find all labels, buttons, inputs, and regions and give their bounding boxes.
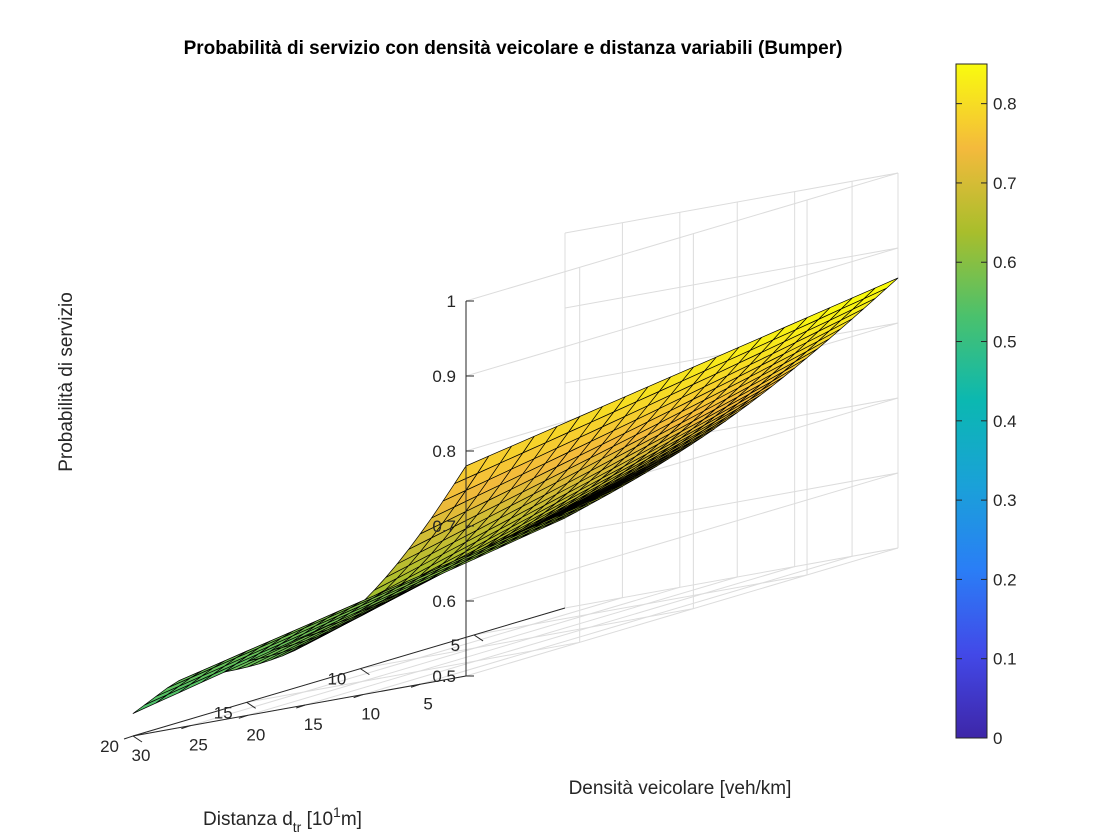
colorbar-tick-label: 0.3 — [993, 491, 1017, 510]
z-tick-label: 0.5 — [432, 667, 456, 686]
grid-line — [465, 547, 899, 677]
axes-back-panes — [132, 172, 899, 737]
colorbar-tick-label: 0.7 — [993, 174, 1017, 193]
chart-title: Probabilità di servizio con densità veic… — [184, 38, 843, 59]
x-tick-label: 5 — [423, 694, 432, 713]
grid-line — [473, 574, 808, 636]
y-tick — [360, 668, 370, 676]
z-tick-label: 0.9 — [432, 367, 456, 386]
grid-line — [419, 555, 853, 685]
grid-line — [465, 472, 899, 602]
colorbar-ticks: 0 0.1 0.2 0.3 0.4 0.5 0.6 0.7 0.8 — [956, 95, 1017, 748]
y-tick-label: 15 — [214, 703, 233, 722]
y-tick-label: 20 — [100, 737, 119, 756]
y-tick-label: 5 — [451, 636, 460, 655]
y-axis-label-end: m] — [341, 809, 362, 830]
surface-patch — [863, 277, 899, 300]
x-tick — [123, 735, 134, 740]
z-tick-label: 0.7 — [432, 517, 456, 536]
x-tick-label: 30 — [132, 746, 151, 765]
z-tick-label: 0.6 — [432, 592, 456, 611]
x-tick — [181, 725, 191, 730]
colorbar-tick-label: 0.6 — [993, 253, 1017, 272]
x-tick-label: 25 — [189, 736, 208, 755]
grid-line — [465, 247, 899, 377]
x-axis-label: Densità veicolare [veh/km] — [569, 778, 792, 799]
y-tick — [132, 735, 143, 743]
y-axis-label-base: Distanza d — [203, 809, 293, 830]
colorbar-tick-label: 0.8 — [993, 95, 1017, 114]
colorbar-tick-label: 0.1 — [993, 650, 1017, 669]
surface-mesh — [132, 277, 899, 714]
grid-line — [246, 641, 580, 703]
z-axis-label: Probabilità di servizio — [56, 292, 77, 472]
x-tick — [238, 714, 248, 719]
grid-line — [564, 172, 899, 234]
grid-line — [465, 172, 899, 302]
colorbar-tick-label: 0.4 — [993, 412, 1017, 431]
grid-line — [305, 576, 738, 706]
x-tick — [353, 694, 363, 699]
y-tick-label: 10 — [327, 670, 346, 689]
grid-line — [362, 566, 795, 696]
x-axis-line — [132, 607, 566, 737]
colorbar-tick-label: 0 — [993, 729, 1002, 748]
grid-line — [564, 472, 899, 534]
y-axis-label: Distanza dtr [101m] — [203, 804, 362, 835]
colorbar — [955, 63, 988, 739]
x-tick — [296, 704, 306, 709]
colorbar-tick-label: 0.5 — [993, 333, 1017, 352]
x-tick-label: 20 — [246, 725, 265, 744]
z-tick-label: 0.8 — [432, 442, 456, 461]
colorbar-tick-label: 0.2 — [993, 570, 1017, 589]
grid-line — [360, 608, 694, 670]
grid-line — [564, 247, 899, 309]
y-tick — [246, 701, 256, 709]
x-tick-label: 15 — [304, 715, 323, 734]
x-tick — [410, 683, 421, 688]
y-axis-label-mid: [10 — [301, 809, 333, 830]
grid-line — [247, 586, 680, 716]
surface-patch — [144, 686, 180, 706]
surface-patch — [132, 694, 168, 714]
y-tick — [473, 634, 484, 642]
z-tick-label: 1 — [447, 292, 456, 311]
grid-line — [190, 597, 623, 727]
x-tick-label: 10 — [361, 705, 380, 724]
y-axis-label-sup: 1 — [333, 804, 341, 820]
y-axis-label-sub: tr — [293, 819, 302, 835]
